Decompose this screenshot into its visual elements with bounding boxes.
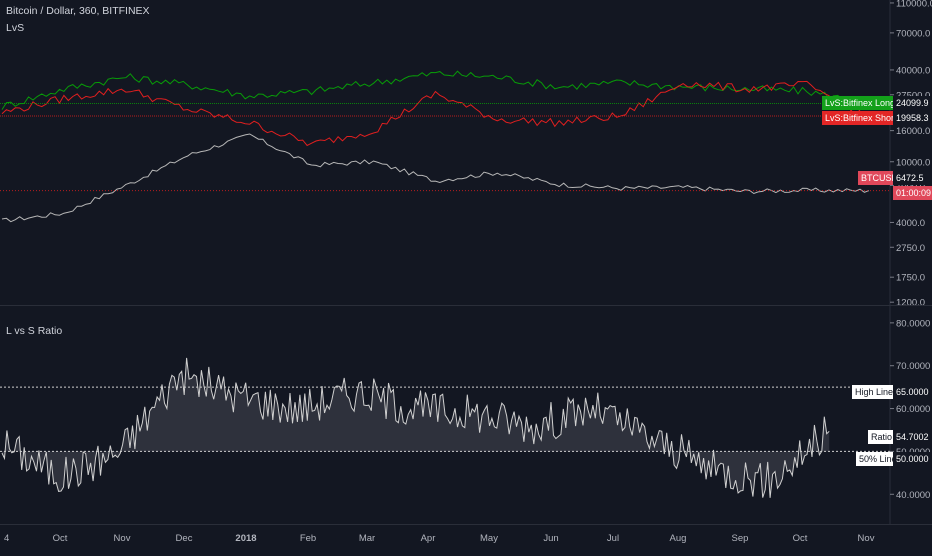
time-axis-label: Jul — [607, 533, 619, 544]
high-line-value-tag: 65.0000 — [893, 385, 932, 399]
time-axis-label: Nov — [114, 533, 131, 544]
ratio-y-tick-label: 60.0000 — [896, 404, 930, 415]
ratio-axis-bg — [890, 306, 932, 524]
longs-tag: LvS:Bitfinex Longs — [822, 96, 903, 110]
btc-tag: BTCUSD — [858, 171, 902, 185]
time-axis-label: Apr — [421, 533, 436, 544]
longs-tag-label: LvS:Bitfinex Longs — [825, 98, 900, 108]
high-line-label: High Line — [855, 387, 894, 397]
time-axis-label: Dec — [176, 533, 193, 544]
price-y-tick-label: 70000.0 — [896, 28, 930, 39]
ratio-tag: Ratio — [868, 430, 896, 444]
high-line-value: 65.0000 — [896, 387, 929, 397]
time-axis-label: Jun — [543, 533, 558, 544]
btc-value-tag: 6472.5 — [893, 171, 927, 185]
price-y-tick-label: 40000.0 — [896, 65, 930, 76]
time-axis-label: May — [480, 533, 498, 544]
shorts-tag: LvS:Bitfinex Shorts — [822, 111, 905, 125]
ratio-tag-label: Ratio — [871, 432, 893, 442]
price-y-tick-label: 27500.0 — [896, 90, 930, 101]
price-chart[interactable]: 110000.0 70000.0 40000.0 27500.0 16000.0 1000… — [0, 0, 932, 305]
time-axis-label: Mar — [359, 533, 375, 544]
time-axis-label: 2018 — [235, 533, 256, 544]
price-y-tick-label: 10000.0 — [896, 157, 930, 168]
price-y-tick-label: 2750.0 — [896, 243, 925, 254]
time-axis-labels[interactable]: 4 Oct Nov Dec 2018 Feb Mar Apr May Jun Jul Aug Sep Oc… — [0, 525, 932, 551]
ratio-area-fill — [2, 357, 830, 498]
price-y-tick-label: 1750.0 — [896, 273, 925, 284]
time-axis-label: Sep — [732, 533, 749, 544]
time-axis-label: Oct — [793, 533, 808, 544]
ratio-pane[interactable]: 80.0000 70.0000 60.0000 50.0000 40.0000 L vs… — [0, 306, 932, 524]
ratio-y-tick-label: 40.0000 — [896, 490, 930, 501]
ratio-pane-title[interactable]: L vs S Ratio — [6, 325, 63, 337]
ratio-tag-value: 54.7002 — [896, 432, 929, 442]
price-pane[interactable]: 110000.0 70000.0 40000.0 27500.0 16000.0 1000… — [0, 0, 932, 305]
ratio-value-tag: 54.7002 — [893, 430, 932, 444]
longs-value-tag: 24099.9 — [893, 96, 932, 110]
symbol-title[interactable]: Bitcoin / Dollar, 360, BITFINEX — [6, 5, 150, 17]
price-axis-bg — [890, 0, 932, 305]
shorts-line — [1, 80, 870, 147]
indicator-label[interactable]: LvS — [6, 22, 25, 34]
time-axis-label: Nov — [858, 533, 875, 544]
time-axis-label: Oct — [53, 533, 68, 544]
ratio-y-tick-label: 70.0000 — [896, 361, 930, 372]
longs-tag-value: 24099.9 — [896, 98, 929, 108]
price-y-tick-label: 110000.0 — [896, 0, 932, 9]
countdown-tag: 01:00:09 — [893, 186, 932, 200]
ratio-chart[interactable]: 80.0000 70.0000 60.0000 50.0000 40.0000 — [0, 306, 932, 524]
ratio-y-tick-label: 80.0000 — [896, 318, 930, 329]
high-line-tag: High Line — [852, 385, 897, 399]
btc-price-line — [1, 133, 869, 223]
shorts-tag-value: 19958.3 — [896, 113, 929, 123]
shorts-value-tag: 19958.3 — [893, 111, 932, 125]
price-y-tick-label: 4000.0 — [896, 218, 925, 229]
btc-tag-value: 6472.5 — [896, 173, 924, 183]
price-y-tick-label: 16000.0 — [896, 126, 930, 137]
countdown-value: 01:00:09 — [896, 188, 932, 198]
time-axis-label: 4 — [4, 533, 9, 544]
mid-line-value: 50.0000 — [896, 454, 929, 464]
shorts-tag-label: LvS:Bitfinex Shorts — [825, 113, 902, 123]
price-y-tick-label: 1200.0 — [896, 298, 925, 305]
time-axis-label: Feb — [300, 533, 316, 544]
longs-line — [1, 70, 870, 110]
time-axis-label: Aug — [670, 533, 687, 544]
pane-separator[interactable] — [0, 305, 932, 306]
time-axis[interactable]: 4 Oct Nov Dec 2018 Feb Mar Apr May Jun Jul Aug Sep Oc… — [0, 524, 932, 551]
mid-line-label: 50% Line — [859, 454, 897, 464]
ratio-line — [1, 357, 830, 498]
mid-line-tag: 50% Line — [856, 452, 900, 466]
btc-tag-label: BTCUSD — [861, 173, 899, 183]
mid-line-value-tag: 50.0000 — [893, 452, 932, 466]
